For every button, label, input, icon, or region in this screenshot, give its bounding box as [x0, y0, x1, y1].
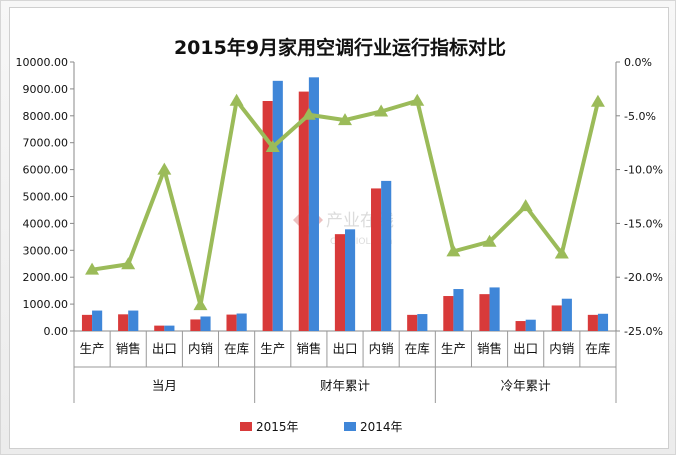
y-right-tick-label: -20.0%	[624, 271, 663, 284]
y-left-tick-label: 5000.00	[23, 191, 69, 204]
bar-2015年	[371, 188, 382, 331]
chart-title: 2015年9月家用空调行业运行指标对比	[174, 36, 506, 59]
line-point-marker	[265, 140, 280, 153]
bar-2014年	[200, 316, 211, 331]
y-left-tick-label: 1000.00	[23, 298, 69, 311]
line-point-marker	[121, 257, 136, 270]
x-group-label: 财年累计	[320, 378, 370, 393]
line-point-marker	[338, 113, 352, 126]
bar-2015年	[515, 321, 526, 331]
y-left-tick-label: 4000.00	[23, 217, 69, 230]
bar-2015年	[118, 314, 129, 331]
line-point-marker	[554, 246, 569, 259]
y-left-tick-label: 6000.00	[23, 164, 69, 177]
x-tick-label: 在库	[224, 341, 249, 356]
y-left-tick-label: 2000.00	[23, 271, 69, 284]
line-point-marker	[590, 94, 605, 107]
x-tick-label: 销售	[116, 341, 141, 356]
bar-2014年	[345, 229, 356, 331]
x-tick-label: 生产	[80, 341, 105, 356]
legend-label-2014: 2014年	[360, 420, 403, 434]
y-right-tick-label: -10.0%	[624, 164, 663, 177]
chart-panel: 2015年9月家用空调行业运行指标对比 产业在线 ChinaIOL.com 0.…	[9, 7, 669, 449]
chart-canvas: 2015年9月家用空调行业运行指标对比 产业在线 ChinaIOL.com 0.…	[16, 36, 663, 434]
bar-2014年	[236, 313, 247, 331]
bar-2014年	[381, 180, 392, 331]
x-tick-label: 内销	[549, 341, 574, 356]
y-right-tick-label: -25.0%	[624, 325, 663, 338]
line-point-marker	[193, 298, 208, 311]
bar-2014年	[561, 298, 572, 331]
plot-area: 0.00 1000.00 2000.00 3000.00 4000.00 5000.00 6…	[16, 56, 663, 403]
line-point-marker	[374, 104, 389, 117]
line-point-marker	[518, 199, 533, 212]
bar-2014年	[128, 310, 139, 331]
line-point-marker	[301, 107, 316, 120]
line-point-marker	[482, 234, 497, 247]
bar-2015年	[551, 305, 562, 331]
y-left-tick-label: 10000.00	[16, 56, 69, 69]
bar-2014年	[453, 289, 464, 331]
x-tick-label: 内销	[188, 341, 213, 356]
bar-2014年	[417, 314, 428, 331]
x-tick-label: 销售	[296, 341, 321, 356]
x-tick-label: 生产	[260, 341, 285, 356]
legend-swatch-2014	[344, 422, 356, 431]
y-left-tick-label: 9000.00	[23, 83, 69, 96]
bar-2015年	[587, 314, 598, 331]
bar-2015年	[479, 294, 490, 331]
line-point-marker	[446, 244, 461, 257]
x-tick-label: 内销	[369, 341, 394, 356]
y-right-tick-label: -5.0%	[624, 110, 656, 123]
y-left-tick-label: 8000.00	[23, 110, 69, 123]
legend-label-2015: 2015年	[256, 420, 299, 434]
bar-2014年	[489, 287, 500, 331]
bar-2014年	[272, 80, 283, 331]
bar-2014年	[92, 310, 103, 331]
x-tick-label: 出口	[513, 341, 538, 356]
bar-2015年	[262, 101, 273, 331]
x-group-label: 当月	[152, 378, 177, 393]
watermark-subtext: ChinaIOL.com	[330, 237, 393, 247]
x-tick-label: 在库	[585, 341, 610, 356]
line-point-marker	[229, 93, 244, 106]
bar-2015年	[443, 296, 454, 331]
y-right-tick-label: 0.0%	[624, 56, 652, 69]
y-left-tick-label: 3000.00	[23, 244, 69, 257]
line-point-marker	[85, 262, 100, 275]
y-right-tick-label: -15.0%	[624, 217, 663, 230]
line-point-marker	[157, 162, 172, 175]
bar-2015年	[190, 319, 201, 331]
bar-2015年	[334, 234, 345, 331]
bar-2014年	[597, 313, 609, 331]
legend: 2015年 2014年	[240, 420, 403, 434]
bar-2014年	[525, 319, 536, 331]
x-tick-label: 出口	[332, 341, 357, 356]
y-left-tick-label: 0.00	[44, 325, 69, 338]
legend-swatch-2015	[240, 422, 252, 431]
y-left-tick-label: 7000.00	[23, 137, 69, 150]
bar-2015年	[81, 314, 93, 331]
bar-2015年	[226, 314, 237, 331]
bar-2015年	[298, 91, 309, 331]
bar-2015年	[407, 314, 418, 331]
x-tick-label: 出口	[152, 341, 177, 356]
bar-2014年	[164, 325, 175, 331]
bar-2014年	[308, 77, 319, 331]
x-tick-label: 生产	[441, 341, 466, 356]
x-tick-label: 销售	[477, 341, 502, 356]
x-group-label: 冷年累计	[501, 378, 551, 393]
bar-2015年	[154, 325, 165, 331]
x-tick-label: 在库	[405, 341, 430, 356]
line-point-marker	[410, 93, 425, 106]
